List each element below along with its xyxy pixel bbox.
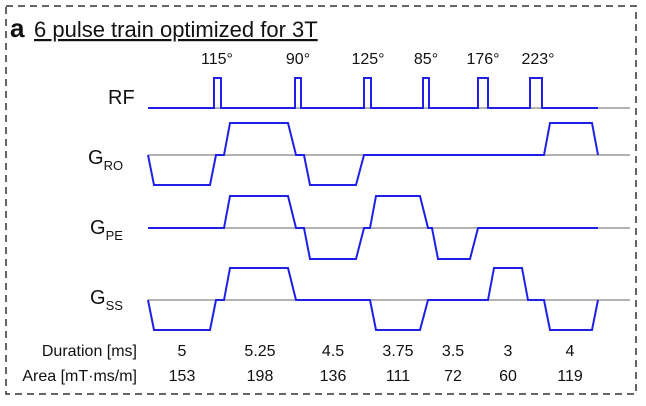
duration-value: 5.25 [244,343,275,360]
duration-value: 3.75 [382,343,413,360]
area-value: 198 [247,368,274,385]
area-value: 111 [386,368,410,385]
area-value: 60 [499,368,517,385]
duration-value: 3.5 [442,343,464,360]
flip-angle-4: 85° [414,51,438,68]
flip-angle-1: 115° [201,51,233,68]
area-value: 72 [444,368,462,385]
gro-waveform [147,122,599,186]
gpe-label-sub: PE [106,228,124,243]
gpe-label-main: G [90,217,106,239]
gss-waveform [147,267,599,331]
gro-label-sub: RO [104,158,124,173]
duration-value: 5 [178,343,187,360]
panel-border [5,5,637,395]
flip-angle-5: 176° [466,51,499,68]
duration-value: 3 [504,343,513,360]
duration-value: 4 [566,343,575,360]
duration-row-label: Duration [ms] [42,343,137,360]
rf-waveform [148,77,598,109]
gro-channel-label: GRO [88,147,123,173]
area-value: 153 [169,368,196,385]
gss-label-main: G [90,287,106,309]
area-value: 119 [557,368,583,385]
panel-title: 6 pulse train optimized for 3T [34,17,318,42]
area-value: 136 [320,368,347,385]
duration-value: 4.5 [322,343,344,360]
gss-label-sub: SS [106,298,124,313]
rf-channel-label: RF [108,87,135,109]
gpe-channel-label: GPE [90,217,123,243]
flip-angle-6: 223° [521,51,554,68]
gss-channel-label: GSS [90,287,123,313]
panel-letter: a [10,13,25,43]
flip-angle-3: 125° [351,51,384,68]
area-row-label: Area [mT·ms/m] [22,368,137,385]
gpe-waveform [148,195,598,260]
flip-angle-2: 90° [286,51,310,68]
gro-label-main: G [88,147,104,169]
